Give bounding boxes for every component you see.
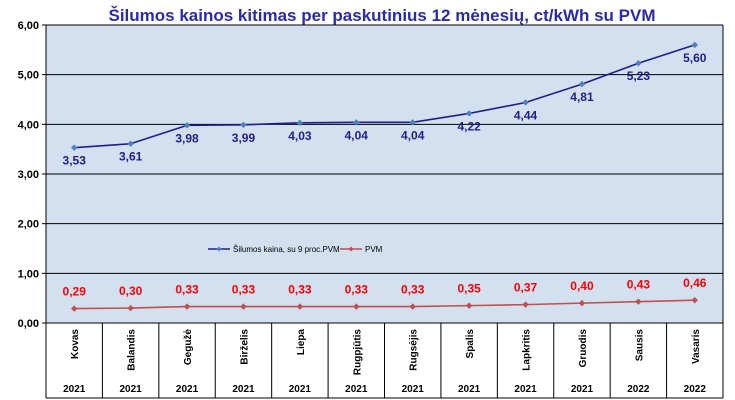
legend: Šilumos kaina, su 9 proc.PVM PVM	[208, 245, 383, 254]
data-point-marker	[691, 41, 698, 49]
data-label: 0,33	[401, 283, 425, 297]
y-tick-label: 3,00	[18, 169, 39, 181]
data-point-marker	[691, 296, 698, 304]
x-category-label: Birželis	[239, 329, 250, 365]
y-tick-label: 6,00	[18, 20, 39, 32]
x-year-label: 2021	[345, 384, 368, 395]
legend-swatch-marker	[216, 246, 222, 252]
data-label: 4,81	[570, 90, 594, 104]
y-tick-label: 2,00	[18, 219, 39, 231]
data-label: 0,33	[288, 283, 312, 297]
data-label: 0,33	[345, 283, 369, 297]
x-year-label: 2021	[458, 384, 481, 395]
data-label: 4,44	[514, 108, 538, 122]
data-point-marker	[409, 303, 416, 310]
x-year-label: 2021	[176, 384, 199, 395]
x-category-label: Balandis	[127, 329, 138, 371]
data-point-marker	[522, 99, 529, 106]
data-point-marker	[240, 121, 247, 129]
x-year-label: 2021	[402, 384, 425, 395]
data-point-marker	[296, 303, 304, 310]
data-label: 0,30	[119, 284, 143, 298]
data-point-marker	[183, 122, 191, 129]
data-label: 4,04	[401, 128, 425, 142]
chart-title: Šilumos kainos kitimas per paskutinius 1…	[109, 6, 656, 25]
y-tick-label: 5,00	[18, 70, 39, 82]
y-tick-label: 0,00	[18, 318, 39, 330]
data-label: 0,37	[514, 281, 538, 295]
x-year-label: 2021	[232, 384, 255, 395]
x-year-label: 2022	[684, 384, 707, 395]
x-category-label: Gegužė	[183, 329, 194, 366]
data-label: 0,33	[232, 283, 256, 297]
x-year-label: 2021	[289, 384, 312, 395]
data-point-marker	[635, 60, 642, 67]
data-label: 3,98	[175, 131, 199, 145]
x-category-label: Gruodis	[578, 329, 589, 368]
data-label: 0,43	[627, 278, 651, 292]
data-point-marker	[635, 298, 642, 305]
data-point-marker	[71, 305, 78, 312]
data-label: 4,03	[288, 129, 312, 143]
x-year-label: 2021	[571, 384, 594, 395]
y-tick-label: 4,00	[18, 119, 39, 131]
data-label: 0,40	[570, 279, 594, 293]
data-label: 5,60	[683, 51, 707, 65]
x-category-label: Rugpjūtis	[352, 329, 363, 376]
plot-area: 0,00 1,00 2,00 3,00 4,00 5,00 6,00 Kovas 2021 Bal…	[18, 20, 724, 399]
data-label: 4,22	[457, 119, 481, 133]
data-label: 0,46	[683, 276, 707, 290]
data-point-marker	[296, 119, 304, 127]
data-point-marker	[578, 299, 586, 307]
x-year-label: 2021	[63, 384, 86, 395]
data-label: 5,23	[627, 69, 651, 83]
data-point-marker	[127, 140, 134, 147]
x-category-label: Kovas	[70, 329, 81, 359]
data-point-marker	[71, 144, 78, 151]
x-category-label: Liepa	[296, 329, 307, 356]
legend-entry: Šilumos kaina, su 9 proc.PVM	[233, 245, 340, 254]
data-point-marker	[240, 303, 247, 310]
data-point-marker	[353, 303, 360, 310]
data-point-marker	[409, 119, 416, 126]
data-point-marker	[578, 80, 586, 88]
data-point-marker	[522, 301, 529, 308]
data-point-marker	[127, 304, 134, 312]
data-label: 4,04	[345, 128, 369, 142]
x-category-label: Vasaris	[691, 329, 702, 364]
data-label: 3,61	[119, 150, 143, 164]
data-point-marker	[353, 119, 360, 126]
series-line	[74, 44, 696, 149]
y-tick-label: 1,00	[18, 268, 39, 280]
data-label: 0,29	[63, 285, 87, 299]
x-category-label: Spalis	[465, 329, 476, 359]
x-category-label: Sausis	[634, 329, 645, 362]
data-point-marker	[183, 303, 191, 310]
legend-entry: PVM	[365, 245, 383, 254]
data-point-marker	[465, 302, 473, 309]
x-year-label: 2021	[514, 384, 537, 395]
x-category-label: Rugsėjis	[409, 329, 420, 371]
data-label: 3,53	[63, 154, 87, 168]
x-year-label: 2021	[120, 384, 143, 395]
data-point-marker	[465, 110, 473, 117]
data-label: 0,33	[175, 283, 199, 297]
x-category-label: Lapkritis	[522, 329, 533, 371]
legend-swatch-marker	[348, 246, 354, 252]
data-label: 3,99	[232, 131, 256, 145]
data-label: 0,35	[457, 282, 481, 296]
series-line	[74, 299, 695, 310]
x-year-label: 2022	[627, 384, 650, 395]
